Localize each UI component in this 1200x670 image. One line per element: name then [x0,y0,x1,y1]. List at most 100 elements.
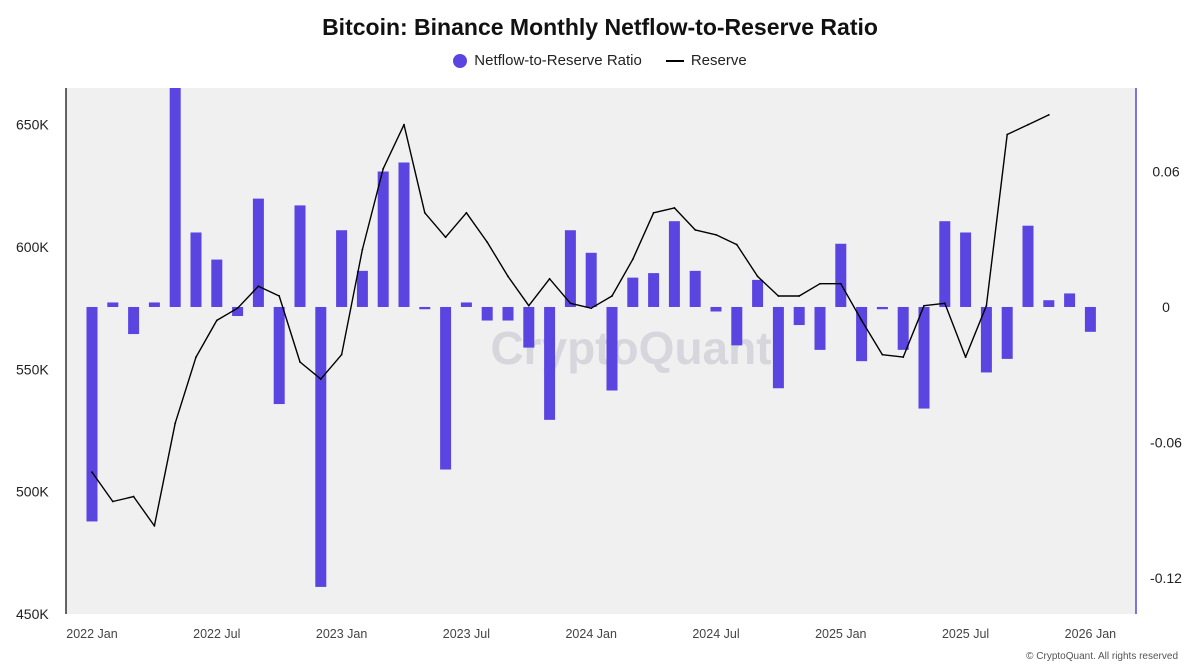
reserve-point [382,167,385,170]
ratio-bar [544,306,556,420]
ratio-bar [918,306,930,409]
ratio-bar [648,273,660,307]
reserve-point [91,471,93,474]
x-tick-label: 2022 Jan [66,627,117,641]
reserve-point [652,211,655,214]
ratio-bar [481,306,493,321]
left-tick-label: 650K [16,117,49,133]
left-tick-label: 600K [16,239,49,255]
legend-line-icon [665,59,684,62]
right-tick-label: -0.06 [1150,434,1182,450]
chart-title: Bitcoin: Binance Monthly Netflow-to-Rese… [322,14,878,40]
ratio-bar [1064,293,1076,307]
ratio-bar [419,306,431,310]
reserve-point [985,304,988,307]
right-tick-label: -0.12 [1150,570,1182,586]
legend-label-reserve: Reserve [690,52,747,69]
reserve-point [153,525,156,527]
ratio-bar [356,270,368,307]
ratio-bar [793,306,805,326]
reserve-point [486,241,489,244]
legend-label-ratio: Netflow-to-Reserve Ratio [474,52,642,69]
reserve-point [465,211,468,214]
reserve-point [1027,123,1029,126]
ratio-bar [107,302,119,307]
reserve-point [756,275,759,278]
reserve-point [943,302,946,305]
reserve-point [735,243,738,246]
watermark-text: CryptoQuant [490,322,771,374]
reserve-point [902,356,905,359]
reserve-point [777,295,780,297]
reserve-point [444,236,447,239]
ratio-bar [169,88,181,307]
ratio-bar [710,306,722,312]
reserve-point [299,361,301,363]
reserve-point [403,123,405,126]
reserve-point [860,319,863,322]
ratio-bar [731,306,743,346]
ratio-bar [294,205,306,307]
ratio-bar [835,243,847,307]
x-tick-label: 2023 Jul [443,627,490,641]
ratio-bar [585,252,597,307]
ratio-bar [377,171,389,307]
reserve-point [527,304,530,307]
ratio-bar [856,306,868,362]
ratio-bar [752,279,764,307]
x-tick-label: 2023 Jan [316,627,367,641]
reserve-point [340,353,343,356]
left-tick-label: 500K [16,484,49,500]
ratio-bar [876,306,888,310]
ratio-bar [190,232,202,307]
x-tick-label: 2024 Jan [565,627,616,641]
ratio-bar [440,306,452,470]
ratio-bar [1022,225,1034,307]
ratio-bar [211,259,223,307]
reserve-point [507,275,509,278]
plot-area [66,88,1136,614]
ratio-bar [772,306,784,389]
copyright-footer: © CryptoQuant. All rights reserved [1026,651,1178,662]
reserve-point [590,307,593,310]
reserve-point [174,422,177,425]
reserve-point [111,500,114,503]
ratio-bar [980,306,992,373]
x-tick-label: 2022 Jul [193,627,240,641]
reserve-point [195,356,197,359]
reserve-point [839,282,842,285]
left-tick-label: 550K [16,361,49,377]
x-tick-label: 2025 Jan [815,627,866,641]
ratio-bar [939,221,951,307]
ratio-bar [1084,306,1096,332]
legend-item-reserve[interactable]: Reserve [665,52,747,69]
left-tick-label: 450K [16,606,49,622]
x-tick-label: 2025 Jul [942,627,989,641]
reserve-point [1047,114,1050,116]
reserve-point [964,356,967,359]
ratio-bar [315,306,327,587]
ratio-bar [814,306,826,350]
x-tick-label: 2024 Jul [692,627,739,641]
ratio-bar [460,302,472,307]
ratio-bar [564,230,576,307]
ratio-bar [232,306,244,317]
reserve-point [423,211,426,214]
reserve-point [881,353,884,356]
reserve-point [548,277,551,280]
ratio-bar [1001,306,1013,359]
reserve-point [569,302,572,305]
reserve-point [132,495,135,498]
reserve-point [715,233,717,236]
reserve-point [278,295,281,297]
ratio-bar [148,302,160,307]
x-tick-label: 2026 Jan [1065,627,1116,641]
ratio-bar [523,306,535,348]
reserve-point [819,282,821,285]
legend-item-ratio[interactable]: Netflow-to-Reserve Ratio [453,52,642,69]
reserve-point [673,206,676,209]
reserve-point [236,307,239,310]
ratio-bar [668,221,680,307]
reserve-point [319,378,322,381]
ratio-bar [252,198,264,307]
